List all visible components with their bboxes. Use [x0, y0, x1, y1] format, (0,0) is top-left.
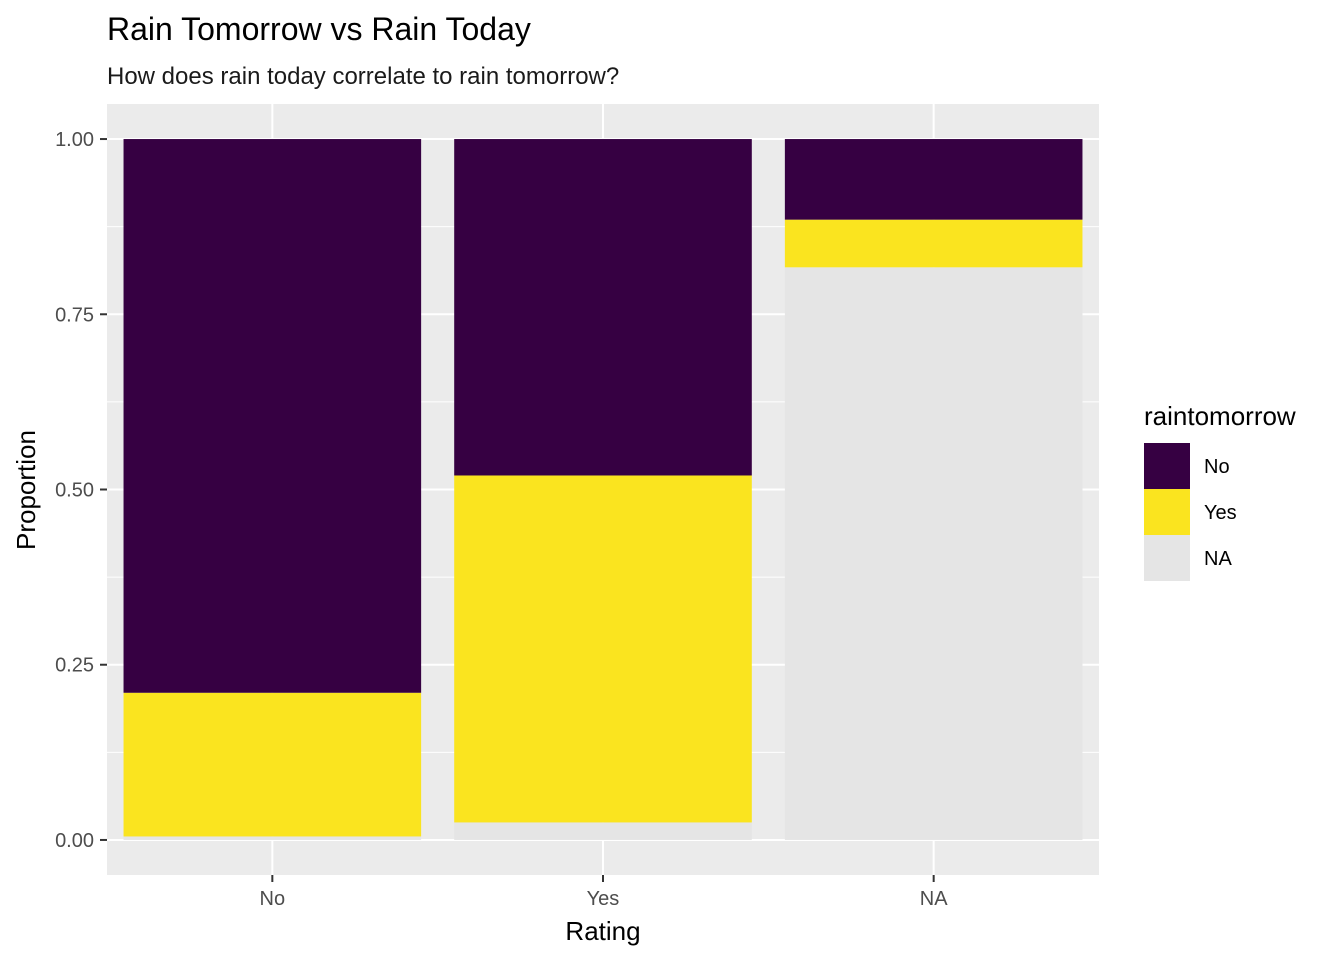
- x-tick-label: No: [260, 888, 286, 910]
- legend-label-na: NA: [1204, 548, 1232, 570]
- x-axis: No Yes NA: [260, 875, 948, 910]
- legend-key-no: [1144, 443, 1190, 489]
- bar-no-yes: [454, 139, 752, 476]
- bar-yes-no: [123, 692, 422, 837]
- y-tick-label: 0.00: [55, 830, 94, 852]
- y-tick-label: 0.25: [55, 655, 94, 677]
- y-axis: 0.00 0.25 0.50 0.75 1.00: [55, 129, 107, 852]
- x-axis-title: Rating: [565, 916, 640, 946]
- legend: No Yes NA: [1144, 443, 1237, 581]
- chart-title: Rain Tomorrow vs Rain Today: [107, 11, 531, 47]
- bar-no-no: [123, 139, 422, 693]
- bar-no-na: [784, 139, 1083, 220]
- legend-label-yes: Yes: [1204, 502, 1237, 524]
- bars: [123, 139, 1083, 840]
- legend-key-na: [1144, 535, 1190, 581]
- y-axis-title: Proportion: [11, 430, 41, 550]
- y-tick-label: 1.00: [55, 129, 94, 151]
- legend-key-yes: [1144, 489, 1190, 535]
- y-tick-label: 0.50: [55, 480, 94, 502]
- bar-na-na: [784, 267, 1083, 840]
- chart-subtitle: How does rain today correlate to rain to…: [107, 63, 619, 90]
- bar-yes-yes: [454, 475, 752, 823]
- x-tick-label: Yes: [587, 888, 620, 910]
- bar-na-no: [123, 836, 422, 840]
- x-tick-label: NA: [920, 888, 948, 910]
- bar-na-yes: [454, 822, 752, 840]
- legend-title: raintomorrow: [1144, 401, 1296, 431]
- bar-yes-na: [784, 219, 1083, 268]
- y-tick-label: 0.75: [55, 304, 94, 326]
- legend-label-no: No: [1204, 456, 1230, 478]
